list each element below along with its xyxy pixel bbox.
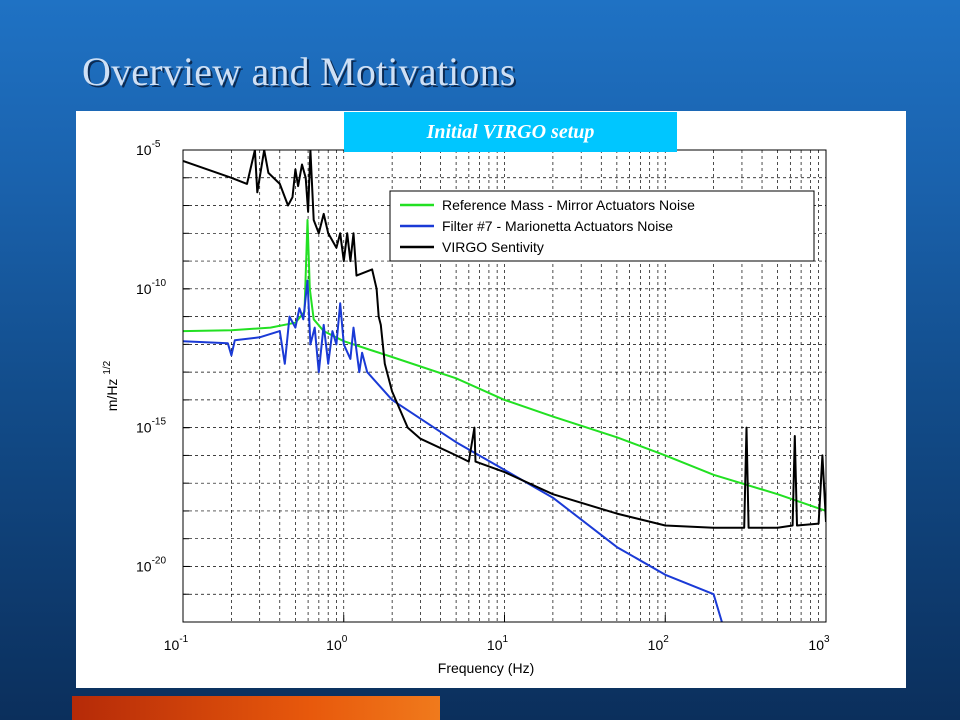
x-tick-label: 101 [487, 634, 509, 653]
bottom-accent-bar [72, 696, 440, 720]
legend-box [389, 190, 815, 262]
series-line-3 [183, 150, 826, 529]
x-tick-label: 10-1 [164, 634, 189, 653]
plot-panel: 10-1 100 101 102 103 10-5 10-10 10-15 10-20 Refe… [76, 111, 906, 688]
y-tick-label: 10-15 [136, 417, 166, 436]
y-axis-title-exponent: 1/2 [102, 360, 113, 374]
legend-label: Reference Mass - Mirror Actuators Noise [442, 197, 695, 213]
svg-text:m/Hz 1/2: m/Hz 1/2 [102, 360, 120, 411]
x-tick-label: 103 [808, 634, 830, 653]
slide-title: Overview and Motivations [82, 49, 516, 94]
setup-label: Initial VIRGO setup [344, 112, 677, 152]
noise-spectrum-chart: 10-1 100 101 102 103 10-5 10-10 10-15 10-20 Refe… [102, 139, 830, 676]
y-tick-label: 10-20 [136, 555, 166, 574]
legend-label: Filter #7 - Marionetta Actuators Noise [442, 218, 673, 234]
y-tick-label: 10-10 [136, 278, 166, 297]
x-axis-title: Frequency (Hz) [438, 660, 534, 676]
legend-label: VIRGO Sentivity [442, 239, 544, 255]
series-line-2 [183, 279, 723, 622]
x-tick-label: 102 [648, 634, 670, 653]
y-tick-label: 10-5 [136, 139, 161, 158]
y-axis-title: m/Hz [104, 379, 120, 412]
series-line-1 [183, 219, 826, 512]
x-tick-label: 100 [326, 634, 348, 653]
